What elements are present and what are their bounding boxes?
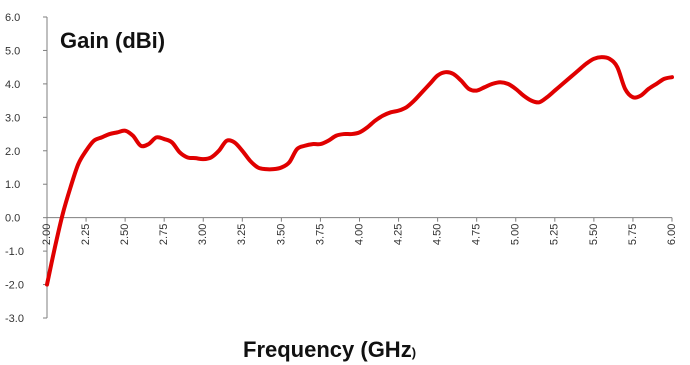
y-tick-label: 0.0 bbox=[5, 213, 20, 225]
x-tick-label: 2.25 bbox=[80, 224, 92, 245]
x-tick-label: 5.50 bbox=[588, 224, 600, 245]
x-tick-label: 6.00 bbox=[666, 224, 678, 245]
y-tick-label: -1.0 bbox=[5, 246, 24, 258]
y-tick-label: 3.0 bbox=[5, 112, 20, 124]
gain-series-line bbox=[45, 55, 674, 287]
x-tick-label: 2.00 bbox=[41, 224, 53, 245]
x-axis-title: Frequency (GHz) bbox=[243, 337, 416, 362]
x-tick-label: 3.50 bbox=[275, 224, 287, 245]
y-tick-label: 4.0 bbox=[5, 79, 20, 91]
x-tick-label: 3.75 bbox=[314, 224, 326, 245]
y-axis-title-group: Gain (dBi) bbox=[60, 28, 165, 53]
y-tick-label: -2.0 bbox=[5, 280, 24, 292]
x-tick-label: 4.00 bbox=[353, 224, 365, 245]
x-tick-label: 4.75 bbox=[471, 224, 483, 245]
y-tick-label: 5.0 bbox=[5, 45, 20, 57]
x-tick-label: 5.00 bbox=[510, 224, 522, 245]
y-axis: 6.0 5.0 4.0 3.0 2.0 1.0 0.0 -1.0 -2.0 -3.0 bbox=[5, 12, 48, 325]
x-tick-label: 2.75 bbox=[158, 224, 170, 245]
series-layer bbox=[45, 55, 674, 287]
x-tick-label: 4.25 bbox=[392, 224, 404, 245]
x-tick-label: 3.25 bbox=[236, 224, 248, 245]
x-axis-title-suffix: ) bbox=[412, 345, 416, 360]
y-tick-label: -3.0 bbox=[5, 313, 24, 325]
x-axis: 2.00 2.25 2.50 2.75 3.00 3.25 3.50 3.75 4.00 4.25… bbox=[41, 217, 678, 245]
x-tick-label: 5.75 bbox=[627, 224, 639, 245]
x-tick-label: 3.00 bbox=[197, 224, 209, 245]
x-tick-label: 4.50 bbox=[432, 224, 444, 245]
x-tick-label: 2.50 bbox=[119, 224, 131, 245]
x-axis-title-main: Frequency (GHz bbox=[243, 337, 412, 362]
y-tick-label: 2.0 bbox=[5, 146, 20, 158]
y-tick-label: 6.0 bbox=[5, 12, 20, 24]
x-tick-label: 5.25 bbox=[549, 224, 561, 245]
x-axis-title-group: Frequency (GHz) bbox=[243, 337, 416, 362]
y-axis-title: Gain (dBi) bbox=[60, 28, 165, 53]
y-tick-label: 1.0 bbox=[5, 179, 20, 191]
